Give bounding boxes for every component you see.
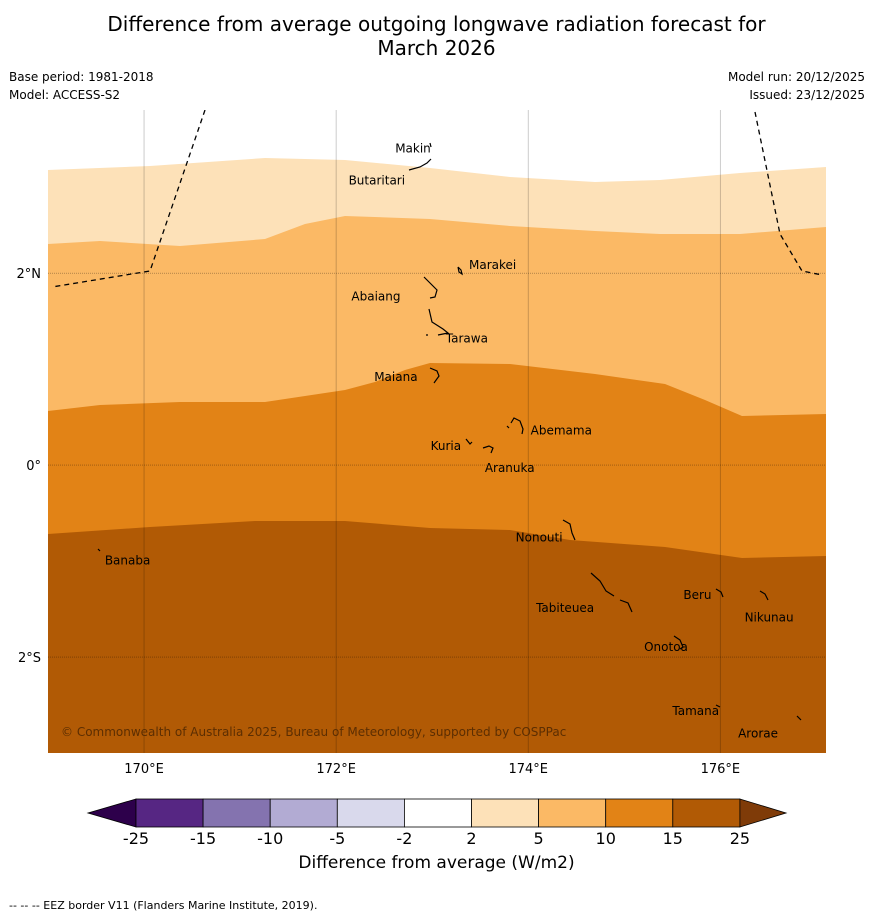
island-label-aranuka: Aranuka (485, 461, 535, 475)
colorbar-title: Difference from average (W/m2) (298, 853, 575, 873)
island-label-tabiteuea: Tabiteuea (535, 601, 594, 615)
island-label-banaba: Banaba (105, 554, 151, 568)
colorbar-segment (135, 798, 204, 828)
title-line-2: March 2026 (377, 36, 496, 60)
island-labels: Makin Butaritari Marakei Abaiang Tarawa Maian… (105, 141, 794, 740)
gridlines (48, 110, 826, 753)
lat-tick-label: 2°N (17, 267, 42, 282)
island-kuria-outline (465, 438, 473, 445)
model-run: Model run: 20/12/2025 (727, 70, 865, 84)
colorbar-tick-label: -5 (329, 829, 345, 848)
colorbar-tick-label: -2 (396, 829, 412, 848)
lon-tick-label: 176°E (701, 762, 741, 777)
island-label-nikunau: Nikunau (745, 611, 794, 625)
lat-tick-label: 2°S (18, 651, 41, 666)
colorbar-tick-label: 2 (466, 829, 476, 848)
title-line-1: Difference from average outgoing longwav… (107, 12, 766, 36)
eez-legend-note: -- -- -- EEZ border V11 (Flanders Marine… (9, 899, 318, 912)
island-label-tarawa: Tarawa (445, 332, 488, 346)
base-period: Base period: 1981-2018 (9, 70, 154, 84)
island-beru-outline (715, 588, 724, 598)
island-makin-outline (429, 142, 432, 148)
colorbar-tick-label: -15 (190, 829, 216, 848)
colorbar-under-arrow (86, 798, 137, 828)
island-abaiang-outline (423, 276, 438, 299)
colorbar-over-arrow (739, 798, 788, 828)
colorbar-segment (471, 798, 539, 828)
island-aranuka-outline (482, 445, 494, 454)
island-banaba-outline (97, 548, 101, 552)
colorbar-tick-label: -10 (257, 829, 283, 848)
copyright-notice: © Commonwealth of Australia 2025, Bureau… (61, 725, 566, 739)
island-nonouti-outline (562, 519, 576, 541)
island-label-maiana: Maiana (374, 370, 417, 384)
lon-tick-label: 170°E (124, 762, 164, 777)
colorbar-segment (605, 798, 674, 828)
meta-right: Model run: 20/12/2025 Issued: 23/12/2025 (728, 68, 865, 104)
island-label-kuria: Kuria (431, 439, 462, 453)
island-label-makin: Makin (395, 141, 431, 155)
island-arorae-outline (796, 715, 802, 721)
island-label-marakei: Marakei (469, 258, 516, 272)
island-abemama-outline (506, 417, 524, 435)
lon-tick-label: 174°E (508, 762, 548, 777)
issued-date: Issued: 23/12/2025 (749, 88, 865, 102)
colorbar-segment (269, 798, 338, 828)
colorbar-tick-label: 10 (596, 829, 616, 848)
island-tabiteuea-outline (590, 572, 633, 613)
colorbar-segment (202, 798, 271, 828)
island-label-beru: Beru (683, 588, 711, 602)
island-label-abemama: Abemama (531, 424, 592, 438)
colorbar: -25 -15 -10 -5 -2 2 5 10 15 25 (86, 798, 788, 848)
colorbar-tick-label: 5 (534, 829, 544, 848)
island-outlines (97, 142, 802, 721)
island-label-arorae: Arorae (738, 726, 778, 740)
lat-tick-label: 0° (26, 459, 41, 474)
colorbar-tick-label: 15 (663, 829, 683, 848)
model-name: Model: ACCESS-S2 (9, 88, 121, 102)
colorbar-tick-label: -25 (123, 829, 149, 848)
axis-labels: 170°E 172°E 174°E 176°E 2°N 0° 2°S (17, 267, 741, 777)
island-label-tamana: Tamana (671, 704, 719, 718)
lon-tick-label: 172°E (316, 762, 356, 777)
eez-borders (51, 110, 823, 288)
colorbar-segment (403, 798, 472, 828)
eez-border-east (754, 111, 823, 276)
island-maiana-outline (429, 367, 440, 384)
zone-15-to-25 (48, 521, 826, 753)
island-butaritari-outline (408, 158, 432, 171)
island-marakei-outline (457, 266, 463, 276)
eez-border-west (51, 110, 206, 288)
island-label-onotoa: Onotoa (644, 640, 688, 654)
colorbar-tick-label: 25 (730, 829, 750, 848)
island-tamana-outline (715, 704, 721, 708)
island-tarawa-outline (426, 308, 450, 336)
island-nikunau-outline (759, 590, 769, 601)
island-onotoa-outline (673, 635, 684, 650)
island-label-nonouti: Nonouti (516, 530, 563, 544)
chart-title: Difference from average outgoing longwav… (0, 12, 873, 60)
island-label-butaritari: Butaritari (349, 173, 406, 187)
colorbar-segment (672, 798, 741, 828)
colorbar-segment (336, 798, 405, 828)
meta-left: Base period: 1981-2018 Model: ACCESS-S2 (9, 68, 154, 104)
map-area: Makin Butaritari Marakei Abaiang Tarawa Maian… (48, 110, 826, 753)
colorbar-segment (538, 798, 607, 828)
island-label-abaiang: Abaiang (351, 289, 400, 303)
